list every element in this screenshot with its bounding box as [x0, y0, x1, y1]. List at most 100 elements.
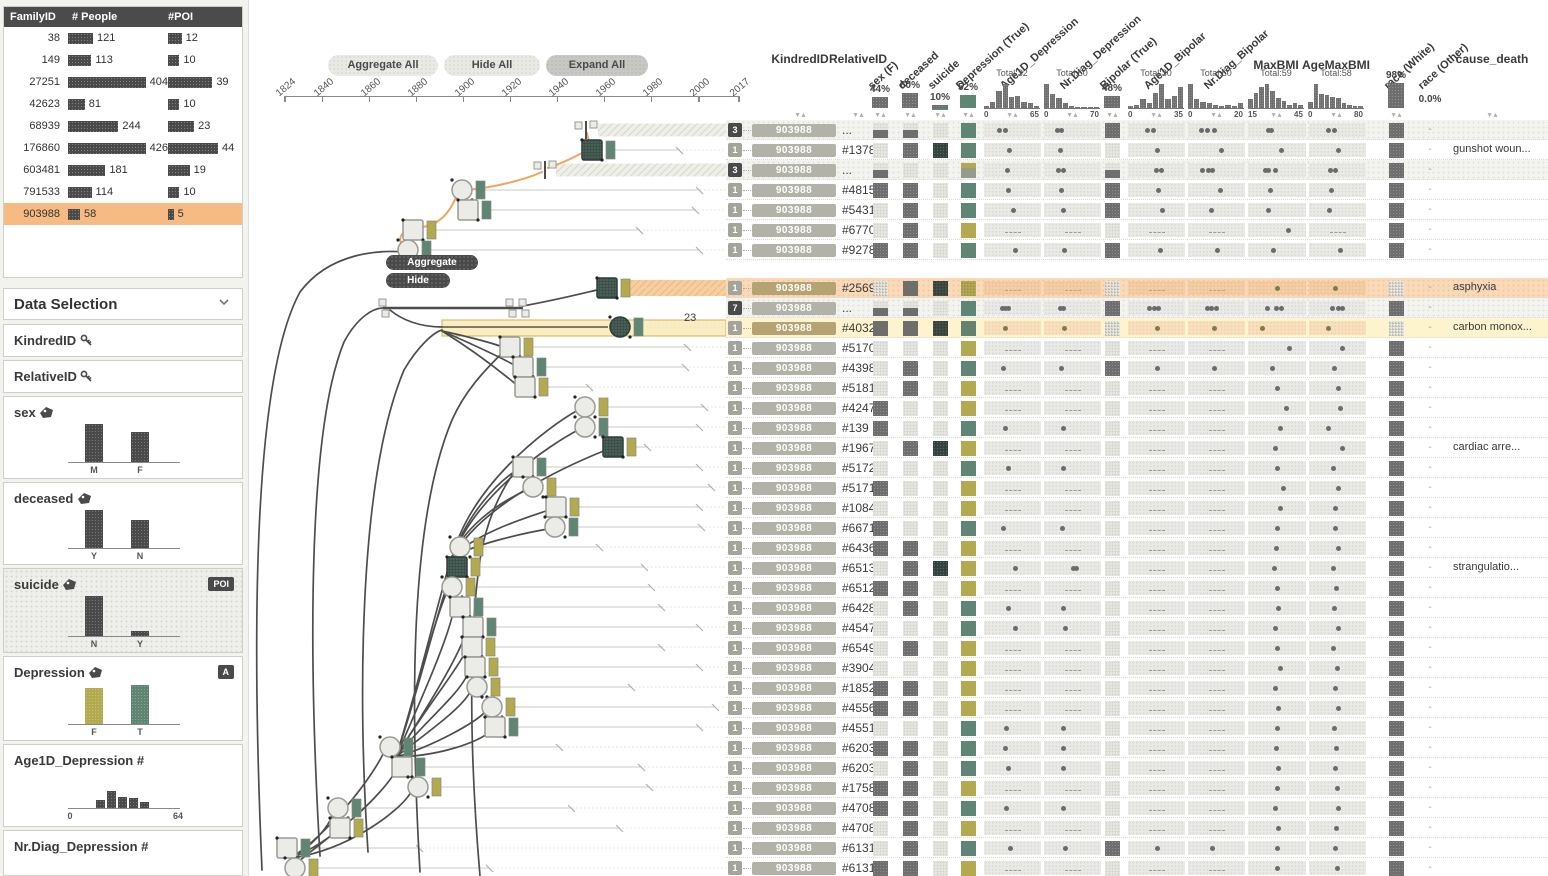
table-row[interactable]: 1 903988 #9278 -: [726, 240, 1548, 260]
attribute-bar-false[interactable]: [470, 557, 481, 577]
bip-cell[interactable]: [1104, 122, 1120, 138]
attr-panel-KindredID[interactable]: KindredID: [3, 324, 243, 357]
nrd-band[interactable]: [1044, 361, 1101, 375]
abmi-band[interactable]: [1309, 781, 1366, 795]
a1d-band[interactable]: [984, 321, 1041, 335]
nrb-band[interactable]: [1188, 641, 1245, 655]
kindred-id-chip[interactable]: 903988: [752, 481, 836, 495]
family-row[interactable]: 149 113 10: [4, 49, 242, 71]
bmi-band[interactable]: [1248, 521, 1306, 535]
row-count-badge[interactable]: 1: [728, 721, 742, 735]
kindred-id-chip[interactable]: 903988: [752, 183, 836, 197]
relative-id[interactable]: #43983: [842, 361, 883, 375]
sui-cell[interactable]: [932, 640, 948, 656]
table-row[interactable]: 1 903988 #4556 -: [726, 698, 1548, 718]
dep-cell[interactable]: [960, 202, 976, 218]
relative-id[interactable]: ...: [842, 163, 853, 177]
sort-arrows-nrb[interactable]: ▼▲: [1210, 112, 1223, 119]
table-row[interactable]: 1 903988 #17581 -: [726, 778, 1548, 798]
person-node-female[interactable]: [466, 676, 488, 698]
a1d-band[interactable]: [984, 223, 1041, 237]
nrb-band[interactable]: [1188, 461, 1245, 475]
relative-id[interactable]: #65491: [842, 641, 883, 655]
a1b-band[interactable]: [1128, 801, 1185, 815]
poi-badge[interactable]: POI: [208, 577, 234, 591]
sex-cell[interactable]: [872, 340, 888, 356]
nrd-band[interactable]: [1044, 841, 1101, 855]
bmi-band[interactable]: [1248, 481, 1306, 495]
abmi-band[interactable]: [1309, 281, 1366, 295]
kindred-id-chip[interactable]: 903988: [752, 441, 836, 455]
a1d-band[interactable]: [984, 381, 1041, 395]
bmi-band[interactable]: [1248, 601, 1306, 615]
sui-cell[interactable]: [932, 760, 948, 776]
dep-cell[interactable]: [960, 620, 976, 636]
bmi-band[interactable]: [1248, 281, 1306, 295]
dec-cell[interactable]: [902, 162, 918, 178]
race-white-cell[interactable]: [1388, 860, 1404, 876]
bip-cell[interactable]: [1104, 480, 1120, 496]
sui-cell[interactable]: [932, 840, 948, 856]
abmi-band[interactable]: [1309, 123, 1366, 137]
relative-id[interactable]: ...: [842, 123, 853, 137]
row-count-badge[interactable]: 1: [728, 761, 742, 775]
sex-cell[interactable]: [872, 660, 888, 676]
bip-cell[interactable]: [1104, 560, 1120, 576]
row-count-badge[interactable]: 1: [728, 183, 742, 197]
race-white-cell[interactable]: [1388, 142, 1404, 158]
sort-arrows-abmi[interactable]: ▼▲: [1330, 112, 1343, 119]
sex-cell[interactable]: [872, 820, 888, 836]
nrd-band[interactable]: [1044, 481, 1101, 495]
table-row[interactable]: 1 903988 #5171 -: [726, 478, 1548, 498]
person-node-female[interactable]: [544, 516, 566, 538]
table-row[interactable]: 1 903988 #62034 -: [726, 738, 1548, 758]
race-white-cell[interactable]: [1388, 780, 1404, 796]
sui-cell[interactable]: [932, 340, 948, 356]
attribute-bar-false[interactable]: [626, 437, 637, 457]
dec-cell[interactable]: [902, 122, 918, 138]
attribute-bar-false[interactable]: [426, 220, 437, 240]
a1b-band[interactable]: [1128, 781, 1185, 795]
race-white-cell[interactable]: [1388, 360, 1404, 376]
bip-cell[interactable]: [1104, 600, 1120, 616]
relative-id[interactable]: #61319: [842, 841, 883, 855]
relative-id[interactable]: #6436: [842, 541, 876, 555]
a1d-band[interactable]: [984, 761, 1041, 775]
row-count-badge[interactable]: 1: [728, 421, 742, 435]
relative-id[interactable]: #65130: [842, 561, 883, 575]
nrd-band[interactable]: [1044, 861, 1101, 875]
a1b-band[interactable]: [1128, 123, 1185, 137]
aggregate-glyph[interactable]: [505, 298, 514, 307]
race-white-cell[interactable]: [1388, 122, 1404, 138]
table-row[interactable]: 1 903988 #5170 -: [726, 338, 1548, 358]
row-count-badge[interactable]: 1: [728, 681, 742, 695]
bip-cell[interactable]: [1104, 280, 1120, 296]
row-count-badge[interactable]: 1: [728, 621, 742, 635]
sex-cell[interactable]: [872, 540, 888, 556]
dep-cell[interactable]: [960, 380, 976, 396]
family-row[interactable]: 176860 426 44: [4, 137, 242, 159]
relative-id[interactable]: #62034: [842, 741, 883, 755]
bmi-band[interactable]: [1248, 301, 1306, 315]
dec-cell[interactable]: [902, 400, 918, 416]
dec-cell[interactable]: [902, 680, 918, 696]
race-white-cell[interactable]: [1388, 242, 1404, 258]
abmi-band[interactable]: [1309, 223, 1366, 237]
dec-cell[interactable]: [902, 440, 918, 456]
row-count-badge[interactable]: 1: [728, 601, 742, 615]
person-node-male[interactable]: [276, 837, 298, 859]
attr-panel-RelativeID[interactable]: RelativeID: [3, 360, 243, 393]
sex-cell[interactable]: [872, 320, 888, 336]
col-label-relative[interactable]: RelativeID: [828, 52, 888, 66]
sex-cell[interactable]: [872, 420, 888, 436]
cause-of-death[interactable]: asphyxia: [1453, 281, 1497, 293]
family-table-header-cell[interactable]: # People: [72, 11, 118, 23]
person-node-male[interactable]: [391, 756, 413, 778]
nrb-band[interactable]: [1188, 281, 1245, 295]
abmi-band[interactable]: [1309, 401, 1366, 415]
a1d-band[interactable]: [984, 561, 1041, 575]
nrd-band[interactable]: [1044, 801, 1101, 815]
a1d-band[interactable]: [984, 721, 1041, 735]
bmi-band[interactable]: [1248, 461, 1306, 475]
a1b-band[interactable]: [1128, 183, 1185, 197]
